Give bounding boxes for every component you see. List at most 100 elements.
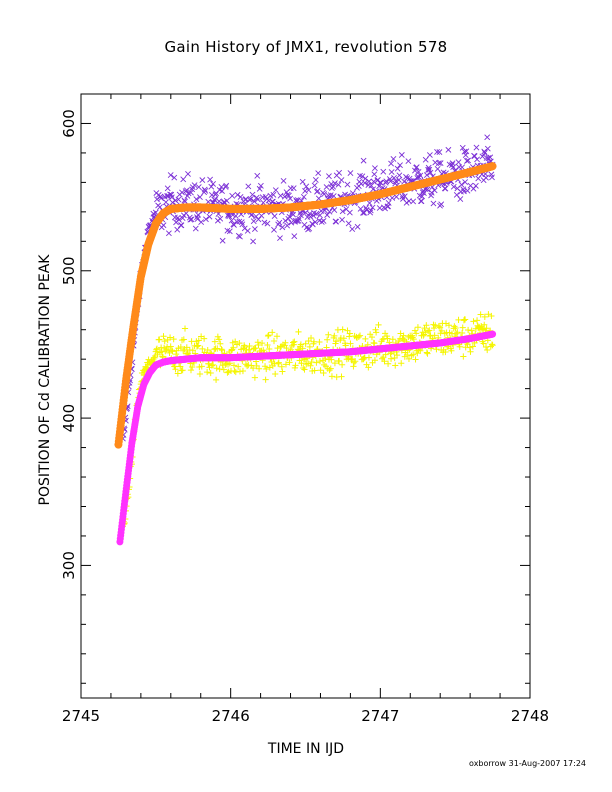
data-point-x	[436, 149, 443, 156]
data-point-plus	[328, 356, 335, 363]
data-point-x	[395, 177, 402, 183]
plot-area	[114, 134, 497, 546]
data-point-plus	[469, 343, 476, 350]
data-point-plus	[213, 365, 220, 372]
data-point-plus	[143, 365, 150, 372]
data-point-x	[318, 219, 325, 225]
data-point-x	[377, 179, 384, 186]
data-point-x	[176, 216, 182, 223]
data-point-x	[270, 191, 277, 198]
data-point-plus	[466, 344, 473, 351]
data-point-x	[183, 210, 190, 217]
data-point-x	[192, 225, 199, 232]
data-point-plus	[255, 365, 263, 372]
data-point-plus	[306, 343, 313, 350]
data-point-plus	[436, 324, 444, 331]
data-point-plus	[246, 342, 253, 350]
data-point-plus	[483, 325, 490, 332]
fit-point	[489, 330, 497, 338]
data-point-plus	[340, 335, 347, 342]
data-point-plus	[269, 329, 276, 336]
data-point-x	[465, 157, 472, 164]
data-point-x	[254, 172, 261, 179]
data-point-x	[280, 177, 287, 184]
data-point-plus	[198, 363, 205, 370]
data-point-x	[367, 209, 374, 216]
data-point-plus	[177, 343, 184, 351]
y-tick-label: 500	[60, 256, 78, 285]
data-point-plus	[442, 348, 449, 356]
data-point-x	[425, 164, 432, 171]
data-point-x	[338, 177, 345, 183]
data-point-x	[388, 169, 395, 175]
data-point-plus	[230, 362, 238, 369]
data-point-x	[366, 200, 373, 206]
data-point-plus	[201, 335, 208, 342]
data-point-x	[471, 153, 478, 160]
data-point-plus	[250, 364, 257, 372]
data-point-x	[397, 162, 403, 169]
data-point-plus	[179, 367, 186, 374]
data-point-plus	[236, 339, 243, 347]
data-point-plus	[365, 364, 372, 371]
data-point-x	[324, 212, 331, 218]
data-point-plus	[187, 367, 195, 374]
data-point-plus	[480, 340, 487, 347]
data-point-x	[303, 183, 310, 190]
data-point-x	[290, 211, 297, 218]
data-point-x	[198, 219, 205, 226]
data-point-plus	[412, 356, 419, 363]
data-point-x	[234, 218, 240, 225]
data-point-x	[463, 148, 470, 155]
data-point-x	[157, 204, 163, 211]
data-point-plus	[265, 332, 272, 339]
data-point-x	[302, 188, 308, 194]
data-point-plus	[423, 322, 430, 329]
data-point-plus	[258, 340, 266, 347]
data-point-plus	[464, 326, 472, 334]
data-point-plus	[417, 347, 424, 354]
data-point-plus	[302, 340, 309, 347]
data-point-x	[239, 221, 246, 228]
data-point-x	[195, 211, 202, 218]
data-point-plus	[346, 330, 353, 337]
footer-credit: oxborrow 31-Aug-2007 17:24	[469, 759, 586, 768]
data-point-x	[450, 183, 457, 190]
data-point-plus	[183, 344, 190, 351]
data-point-plus	[331, 360, 339, 367]
data-point-x	[442, 185, 449, 192]
data-point-plus	[423, 349, 430, 356]
data-point-plus	[208, 362, 215, 369]
data-point-x	[234, 191, 241, 198]
data-point-plus	[290, 341, 297, 348]
data-point-x	[430, 200, 437, 207]
data-point-x	[291, 233, 298, 240]
data-point-plus	[174, 370, 181, 377]
data-point-x	[360, 157, 367, 164]
data-point-plus	[283, 345, 290, 352]
data-point-x	[457, 196, 464, 202]
data-point-x	[455, 159, 462, 166]
data-point-x	[189, 186, 196, 193]
data-point-plus	[167, 343, 174, 350]
data-point-plus	[278, 363, 285, 370]
data-point-plus	[373, 329, 380, 336]
data-point-x	[154, 196, 160, 203]
data-point-plus	[381, 358, 388, 365]
data-point-plus	[350, 363, 357, 370]
data-point-x	[244, 227, 251, 234]
data-point-x	[380, 168, 387, 175]
data-point-plus	[272, 370, 279, 378]
data-point-x	[345, 220, 352, 227]
data-point-x	[286, 192, 292, 199]
data-point-x	[203, 216, 209, 223]
data-point-x	[459, 164, 466, 171]
data-point-x	[212, 191, 219, 198]
data-point-plus	[389, 336, 396, 343]
data-point-x	[484, 145, 491, 152]
data-point-plus	[299, 345, 306, 352]
data-point-x	[372, 165, 378, 172]
data-point-plus	[384, 360, 392, 367]
data-point-plus	[413, 330, 420, 337]
